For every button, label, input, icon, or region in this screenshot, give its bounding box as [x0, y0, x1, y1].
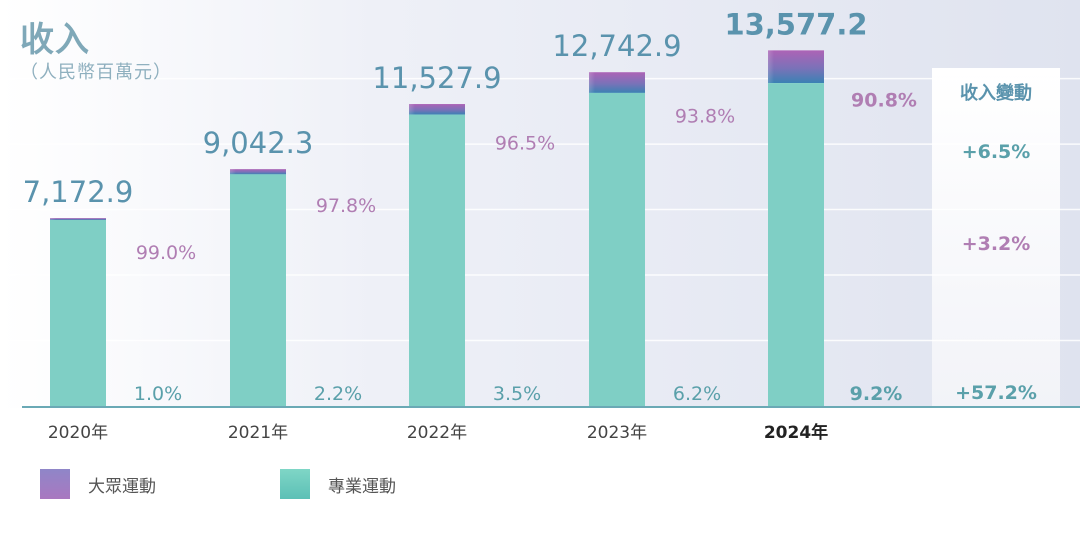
- bar-mass-2024年: [768, 50, 824, 84]
- total-label-2023年: 12,742.9: [552, 29, 681, 63]
- bar-pro-2020年: [50, 219, 106, 406]
- bar-mass-2022年: [409, 104, 465, 115]
- bar-mass-highlight-2021年: [230, 169, 236, 175]
- bar-mass-highlight-2024年: [768, 50, 774, 84]
- bar-mass-highlight-2022年: [409, 104, 415, 115]
- bar-mass-highlight-2023年: [589, 72, 595, 93]
- change-label-2: +57.2%: [955, 382, 1037, 404]
- change-label-0: +6.5%: [962, 141, 1031, 163]
- legend-item-professional-sports: 專業運動: [280, 468, 396, 500]
- pro-share-label-2022年: 3.5%: [493, 383, 541, 405]
- category-label-2024年: 2024年: [764, 422, 828, 443]
- chart-unit: （人民幣百萬元）: [20, 62, 172, 83]
- pro-share-label-2021年: 2.2%: [314, 383, 362, 405]
- category-label-2023年: 2023年: [587, 423, 647, 443]
- chart-title: 收入: [20, 20, 90, 60]
- legend-item-mass-sports: 大眾運動: [40, 468, 156, 500]
- mass-share-label-2021年: 97.8%: [316, 195, 376, 217]
- legend-label-mass-sports: 大眾運動: [88, 476, 156, 497]
- bar-pro-2023年: [589, 92, 645, 406]
- category-label-2021年: 2021年: [228, 423, 288, 443]
- bar-pro-2024年: [768, 83, 824, 407]
- gradient-square-icon: [40, 469, 70, 499]
- mass-share-label-2024年: 90.8%: [851, 90, 917, 112]
- pro-share-label-2024年: 9.2%: [850, 383, 903, 405]
- labels-layer: 7,172.9 99.0% 1.0% 2020年 9,042.3 97.8% 2.2% 202…: [23, 7, 1037, 443]
- grid-lines: [0, 77, 1080, 342]
- pro-share-label-2020年: 1.0%: [134, 383, 182, 405]
- total-label-2021年: 9,042.3: [203, 126, 314, 160]
- change-label-1: +3.2%: [962, 233, 1031, 255]
- teal-square-icon: [280, 469, 310, 499]
- mass-share-label-2022年: 96.5%: [495, 132, 555, 154]
- pro-share-label-2023年: 6.2%: [673, 383, 721, 405]
- change-panel: [932, 68, 1060, 408]
- change-header: 收入變動: [960, 82, 1032, 104]
- total-label-2022年: 11,527.9: [372, 61, 501, 95]
- mass-share-label-2023年: 93.8%: [675, 106, 735, 128]
- bar-mass-2023年: [589, 72, 645, 93]
- total-label-2024年: 13,577.2: [724, 7, 867, 41]
- legend-label-professional-sports: 專業運動: [328, 476, 396, 497]
- category-label-2020年: 2020年: [48, 423, 108, 443]
- bar-mass-2021年: [230, 169, 286, 175]
- bars-layer: [50, 50, 824, 407]
- mass-share-label-2020年: 99.0%: [136, 242, 196, 264]
- bar-pro-2021年: [230, 174, 286, 406]
- bar-mass-highlight-2020年: [50, 218, 56, 220]
- category-label-2022年: 2022年: [407, 423, 467, 443]
- total-label-2020年: 7,172.9: [23, 175, 134, 209]
- bar-pro-2022年: [409, 114, 465, 406]
- bar-mass-2020年: [50, 218, 106, 220]
